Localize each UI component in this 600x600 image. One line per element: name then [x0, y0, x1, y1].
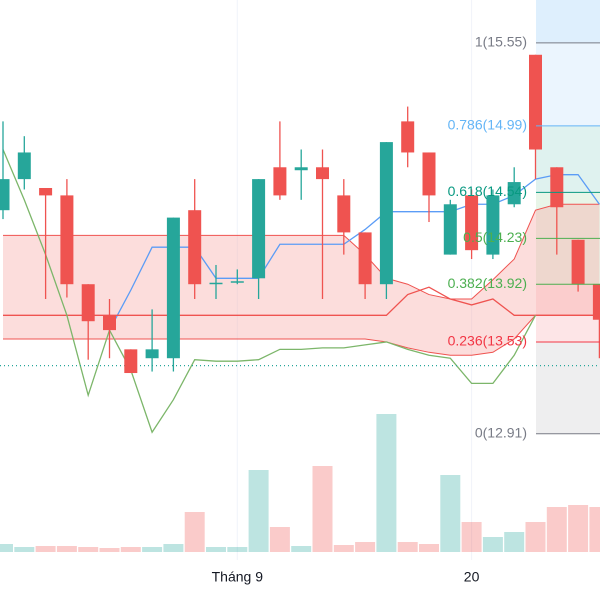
- volume-bar: [419, 544, 439, 552]
- candle-body: [443, 204, 457, 255]
- volume-bar: [440, 475, 461, 552]
- volume-bar: [568, 505, 589, 552]
- fib-band: [536, 42, 600, 126]
- candle-body: [273, 167, 287, 196]
- cloud-span-b: [3, 314, 600, 356]
- volume-bar: [376, 414, 397, 552]
- volume-bar: [35, 546, 56, 552]
- fib-band: [536, 125, 600, 193]
- candle-body: [39, 187, 53, 196]
- candle-body: [401, 121, 415, 153]
- volume-bar: [227, 547, 248, 552]
- volume-bar: [546, 507, 567, 552]
- fib-band: [536, 341, 600, 434]
- volume-bar: [248, 470, 269, 552]
- fib-band: [536, 238, 600, 285]
- candle-body: [230, 281, 244, 283]
- candle-body: [592, 284, 600, 320]
- fib-label: 1(15.55): [475, 34, 527, 50]
- fib-label: 0(12.91): [475, 424, 527, 440]
- volume-bar: [99, 548, 120, 552]
- candle-body: [124, 349, 138, 374]
- fib-label: 0.382(13.92): [448, 275, 527, 291]
- fib-label: 0.5(14.23): [463, 229, 527, 245]
- candle-body: [486, 195, 500, 255]
- volume-bar: [56, 546, 77, 552]
- fib-label: 0.236(13.53): [448, 333, 527, 349]
- candle-body: [188, 210, 202, 285]
- volume-bar: [589, 507, 600, 552]
- volume-bar: [78, 547, 99, 552]
- volume-bar: [0, 544, 13, 552]
- candle-body: [465, 195, 479, 251]
- candle-body: [358, 232, 372, 285]
- volume-bar: [461, 522, 482, 552]
- candle-body: [294, 167, 308, 171]
- volume-bar: [120, 547, 141, 552]
- cloud-span-a: [3, 203, 600, 300]
- fib-label: 0.618(14.54): [448, 183, 527, 199]
- candle-body: [550, 167, 564, 208]
- volume-bar: [504, 532, 525, 552]
- candle-body: [60, 195, 74, 285]
- fib-band: [536, 284, 600, 342]
- indicator-line: [2, 149, 537, 434]
- candle-body: [316, 167, 329, 180]
- candle-body: [571, 239, 585, 285]
- volume-bar: [206, 547, 226, 552]
- indicator-line: [3, 286, 600, 316]
- candle-body: [166, 217, 180, 359]
- fib-band: [536, 0, 600, 43]
- candle-body: [507, 182, 521, 205]
- candle-body: [81, 284, 95, 322]
- volume-bar: [184, 512, 205, 552]
- x-tick-label: Tháng 9: [212, 569, 264, 585]
- volume-bar: [269, 527, 290, 552]
- candle-body: [0, 179, 10, 211]
- volume-bar: [397, 542, 418, 552]
- fib-band: [536, 192, 600, 239]
- candle-body: [337, 195, 351, 233]
- volume-bar: [312, 466, 333, 552]
- volume-bar: [333, 545, 354, 552]
- volume-bar: [163, 544, 184, 552]
- volume-bar: [142, 547, 163, 552]
- candle-body: [422, 152, 436, 196]
- candle-body: [529, 54, 542, 150]
- volume-bar: [525, 522, 546, 552]
- volume-bar: [482, 537, 503, 552]
- candle-body: [103, 315, 116, 331]
- volume-bar: [291, 546, 312, 552]
- candle-body: [379, 142, 393, 285]
- fib-label: 0.786(14.99): [448, 117, 527, 133]
- x-tick-label: 20: [464, 569, 480, 585]
- volume-bar: [14, 547, 35, 552]
- candle-body: [252, 179, 266, 279]
- candle-body: [145, 349, 159, 359]
- candle-body: [17, 152, 31, 180]
- candle-body: [209, 282, 223, 285]
- volume-bar: [355, 542, 376, 552]
